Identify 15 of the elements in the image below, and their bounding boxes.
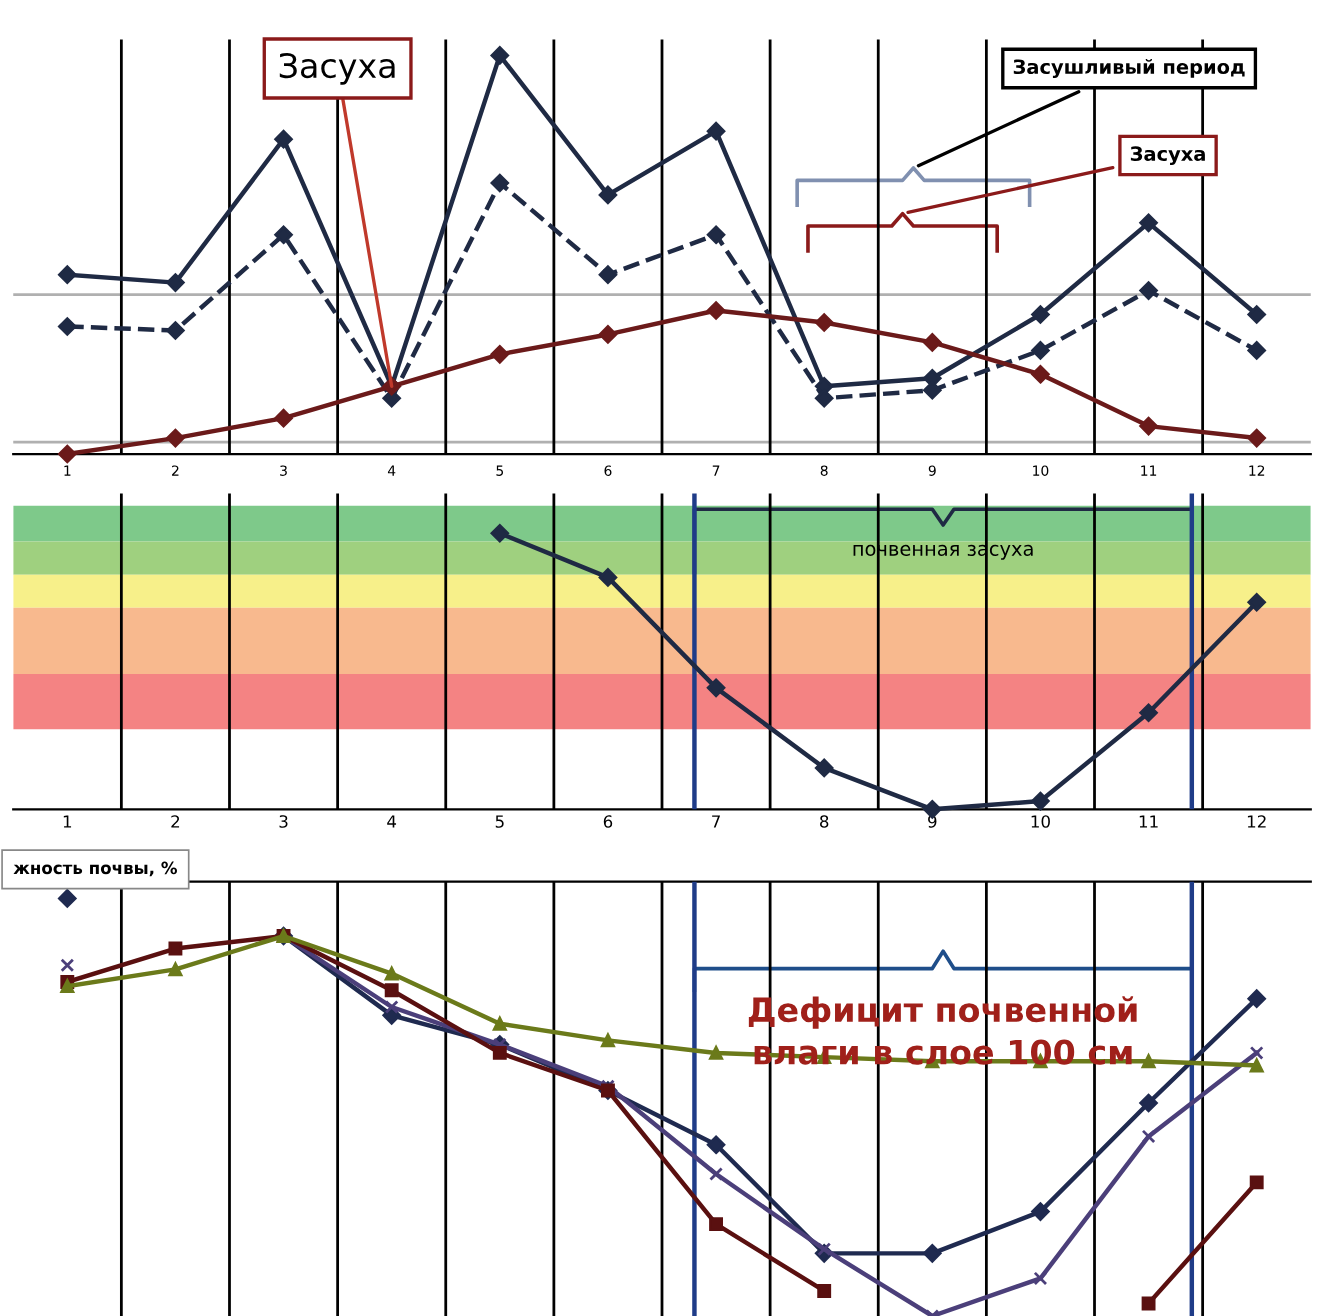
x-tick-label: 2	[171, 815, 180, 828]
x-tick-label: 6	[603, 815, 613, 828]
chart-title: жность почвы, %	[13, 861, 177, 877]
annotation: Засуха	[1130, 146, 1205, 165]
x-tick-label: 11	[1139, 815, 1158, 828]
x-tick-label: 7	[712, 815, 720, 828]
x-tick-label: 8	[820, 815, 829, 828]
annotation: Засушливый период	[1013, 58, 1245, 79]
x-tick-label: 10	[1031, 815, 1050, 828]
x-tick-label: 5	[495, 815, 504, 828]
x-tick-label: 3	[279, 815, 288, 828]
x-tick-label: 4	[387, 815, 397, 828]
x-tick-label: 1	[63, 815, 72, 828]
annotation: Засуха	[279, 52, 395, 85]
x-tick-label: 12	[1247, 815, 1266, 828]
